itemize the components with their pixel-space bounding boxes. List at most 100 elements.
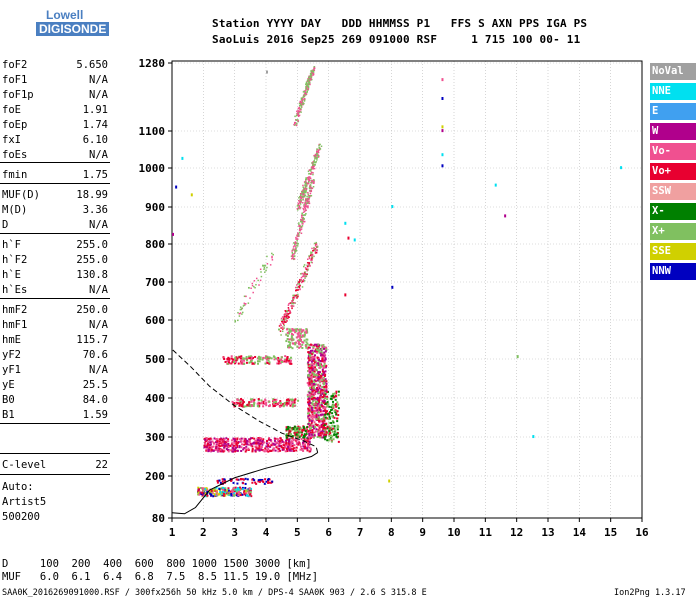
echo-point xyxy=(285,312,288,315)
echo-point xyxy=(255,277,258,280)
echo-point xyxy=(235,446,238,449)
echo-point xyxy=(222,450,225,453)
echo-point xyxy=(303,191,305,194)
echo-point xyxy=(336,401,339,404)
param-fof1: foF1 N/A xyxy=(2,73,108,88)
echo-point xyxy=(324,423,327,426)
echo-point xyxy=(305,268,308,270)
echo-point xyxy=(311,251,313,254)
echo-point xyxy=(269,404,272,407)
echo-point xyxy=(297,110,299,112)
echo-point xyxy=(337,440,340,443)
echo-point xyxy=(224,479,227,482)
echo-point xyxy=(297,440,300,443)
echo-point xyxy=(326,425,329,428)
echo-point xyxy=(291,250,293,252)
echo-point xyxy=(318,371,321,374)
echo-point xyxy=(263,482,266,485)
echo-point xyxy=(302,449,305,452)
echo-point xyxy=(257,479,260,482)
echo-point xyxy=(317,404,320,407)
echo-point xyxy=(237,311,239,314)
echo-point xyxy=(245,405,248,408)
echo-point xyxy=(260,446,263,449)
echo-point xyxy=(239,494,242,497)
echo-point xyxy=(269,445,272,448)
echo-point xyxy=(298,105,301,107)
echo-point xyxy=(304,186,307,188)
echo-point xyxy=(313,165,315,167)
param-name: h`E xyxy=(2,269,21,281)
echo-point xyxy=(325,417,328,420)
echo-point xyxy=(299,427,302,430)
echo-point xyxy=(243,357,246,360)
echo-point xyxy=(284,450,287,453)
echo-point xyxy=(329,411,332,414)
echo-point xyxy=(303,209,305,211)
echo-point xyxy=(296,332,299,335)
echo-point xyxy=(297,283,299,285)
echo-point xyxy=(318,378,321,381)
echo-point xyxy=(294,241,297,243)
echo-point xyxy=(316,399,319,402)
echo-point xyxy=(297,429,300,432)
echo-point xyxy=(302,184,304,187)
echo-point xyxy=(324,358,327,361)
echo-point xyxy=(296,245,299,247)
echo-point xyxy=(293,302,296,304)
echo-point xyxy=(307,370,310,373)
echo-point xyxy=(294,439,297,442)
echo-point xyxy=(313,159,315,162)
echo-point xyxy=(245,359,248,362)
echo-point xyxy=(240,360,243,363)
echo-point xyxy=(304,181,307,183)
echo-point xyxy=(312,400,315,403)
echo-point xyxy=(337,407,340,410)
echo-point xyxy=(225,440,228,443)
echo-point xyxy=(213,494,216,497)
echo-point xyxy=(239,489,242,492)
echo-point xyxy=(323,353,326,356)
echo-point xyxy=(288,330,291,333)
echo-point xyxy=(304,199,307,202)
echo-point xyxy=(252,291,254,294)
noise-point xyxy=(391,205,394,209)
echo-point xyxy=(318,407,321,410)
echo-point xyxy=(276,403,279,406)
echo-point xyxy=(329,417,332,420)
echo-point xyxy=(313,343,316,346)
echo-point xyxy=(311,166,313,168)
echo-point xyxy=(297,112,299,114)
echo-point xyxy=(298,346,301,349)
echo-point xyxy=(242,401,245,404)
divider xyxy=(0,233,110,234)
noise-point xyxy=(388,479,391,483)
echo-point xyxy=(297,233,299,235)
echo-point xyxy=(214,447,217,450)
echo-point xyxy=(322,373,325,376)
echo-point xyxy=(259,437,262,440)
echo-point xyxy=(300,225,303,228)
echo-point xyxy=(230,355,233,358)
echo-point xyxy=(318,376,321,379)
echo-point xyxy=(314,153,317,156)
echo-point xyxy=(300,438,303,441)
echo-point xyxy=(313,180,315,182)
echo-point xyxy=(237,490,240,493)
echo-point xyxy=(286,310,289,313)
echo-point xyxy=(310,424,313,427)
echo-point xyxy=(293,431,296,434)
echo-point xyxy=(294,342,297,345)
echo-point xyxy=(282,402,285,405)
echo-point xyxy=(301,441,304,444)
echo-point xyxy=(318,427,321,430)
echo-point xyxy=(236,449,239,452)
echo-point xyxy=(310,259,312,261)
echo-point xyxy=(206,443,209,446)
echo-point xyxy=(299,224,301,227)
echo-point xyxy=(324,397,327,400)
param-value: 1.74 xyxy=(82,119,108,131)
echo-point xyxy=(318,387,321,390)
echo-point xyxy=(321,370,324,373)
param-name: foEp xyxy=(2,119,28,131)
